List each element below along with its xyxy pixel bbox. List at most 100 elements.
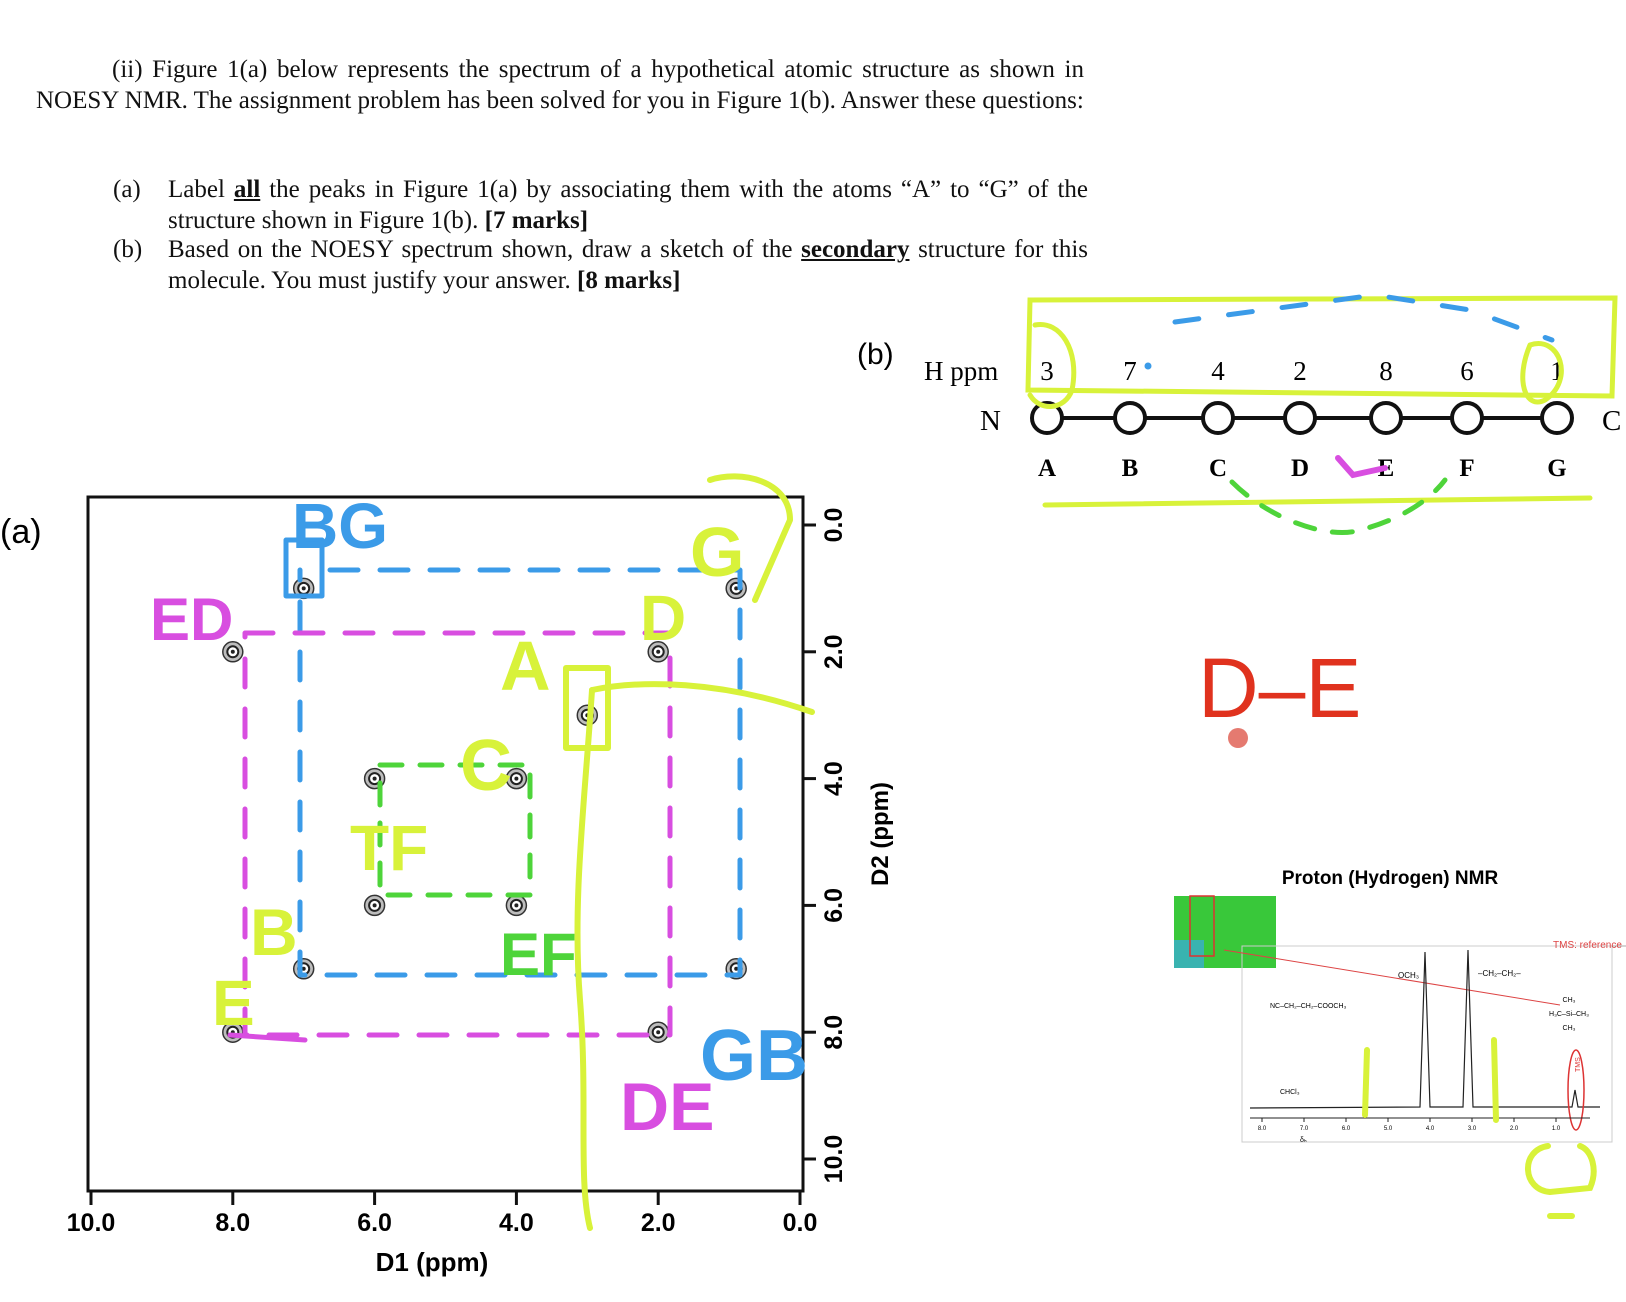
y-axis-label: D2 (ppm) (867, 782, 894, 886)
y-tick-label: 0.0 (820, 508, 848, 543)
yellow-curve-g (707, 473, 793, 603)
annot-ed: ED (150, 586, 233, 653)
h-ppm-label: H ppm (924, 356, 998, 386)
residue-label-d: D (1291, 455, 1309, 482)
handwritten-annotations (227, 473, 815, 1231)
yellow-loop-1 (1520, 341, 1564, 405)
annot-e: E (212, 967, 255, 1039)
x-tick-label: 10.0 (67, 1209, 116, 1237)
peak-center (301, 966, 306, 971)
residue-label-b: B (1122, 455, 1139, 482)
n-terminus: N (980, 405, 1001, 437)
x-tick-label: 2.0 (641, 1209, 676, 1237)
tms-highlight (1567, 1049, 1585, 1131)
residue-node-d (1283, 401, 1317, 435)
peak-center (656, 649, 661, 654)
inset-tick-label: 8.0 (1258, 1126, 1267, 1132)
annot-ef: EF (500, 921, 577, 988)
x-tick-label: 8.0 (215, 1209, 250, 1237)
x-tick-label: 0.0 (783, 1209, 818, 1237)
inset-tick-label: 5.0 (1384, 1126, 1393, 1132)
ppm-value-d: 2 (1293, 356, 1307, 386)
c-terminus: C (1602, 405, 1621, 437)
magenta-short (227, 1032, 308, 1043)
part-a-marks: [7 marks] (484, 207, 589, 234)
inset-tick-label: 4.0 (1426, 1126, 1435, 1132)
annot-bg: BG (292, 490, 388, 562)
yellow-underline (1042, 495, 1593, 508)
yellow-squiggle (574, 687, 595, 1231)
peak-center (514, 776, 519, 781)
annot-d: D (640, 582, 686, 654)
question-intro: (ii) Figure 1(a) below represents the sp… (36, 54, 1084, 116)
inset-arrow (1223, 949, 1561, 1006)
y-tick-label: 4.0 (820, 761, 848, 796)
peak-center (301, 586, 306, 591)
residue-node-f (1450, 401, 1484, 435)
inset-yellow-1 (1362, 1047, 1370, 1118)
blue-dash-arc (1172, 292, 1555, 343)
blue-dashed-box (297, 567, 743, 978)
periodic-table-cell (1174, 940, 1204, 968)
inset-axis-label: δₕ (1300, 1137, 1307, 1144)
ppm-value-f: 6 (1460, 356, 1474, 386)
y-tick-label: 2.0 (820, 634, 848, 669)
question-part-b: (b) Based on the NOESY spectrum shown, d… (113, 234, 1088, 296)
residue-label-g: G (1547, 455, 1566, 482)
inset-tick-label: 2.0 (1510, 1126, 1519, 1132)
question-intro-text: (ii) Figure 1(a) below represents the sp… (36, 56, 1084, 114)
tms-box-label: TMS (1575, 1057, 1582, 1072)
annot-c: C (460, 726, 512, 806)
proton-nmr-inset: Proton (Hydrogen) NMR TMS: reference OCH… (1174, 868, 1626, 1219)
annot-tf: TF (350, 812, 428, 884)
residue-label-a: A (1038, 455, 1056, 482)
x-tick-label: 4.0 (499, 1209, 534, 1237)
yellow-stroke-right (589, 681, 815, 715)
tms-reference: TMS: reference (1553, 940, 1622, 951)
inset-tick-label: 6.0 (1342, 1126, 1351, 1132)
tms-struct-mid: H₃C–Si–CH₃ (1549, 1011, 1589, 1018)
residue-node-c (1201, 401, 1235, 435)
blue-box-bg (283, 537, 325, 599)
yellow-outline-top (1025, 295, 1618, 399)
inset-yellow-2 (1491, 1037, 1499, 1123)
label-formula: NC–CH₂–CH₂–COOCH₃ (1270, 1003, 1347, 1010)
de-note: D–E (1198, 641, 1361, 735)
annot-gb: GB (700, 1016, 808, 1096)
inset-title: Proton (Hydrogen) NMR (1282, 868, 1499, 889)
green-dashed-box (377, 762, 533, 898)
inset-tick-label: 7.0 (1300, 1126, 1309, 1132)
residue-node-a (1030, 401, 1064, 435)
x-tick-label: 6.0 (357, 1209, 392, 1237)
peak-center (514, 903, 519, 908)
peak-center (372, 903, 377, 908)
periodic-table-highlight (1189, 895, 1215, 957)
inset-frame (1241, 945, 1613, 1143)
part-a-label: (a) (113, 176, 141, 203)
peak-center (734, 586, 739, 591)
figure-a-label: (a) (0, 513, 42, 551)
question-part-a: (a) Label all the peaks in Figure 1(a) b… (113, 174, 1088, 236)
peak-center (734, 966, 739, 971)
residue-label-c: C (1209, 455, 1227, 482)
label-och3: OCH₃ (1398, 971, 1419, 980)
residue-node-b (1113, 401, 1147, 435)
annot-g: G (690, 513, 744, 591)
x-axis-ticks: 10.0 8.0 6.0 4.0 2.0 0.0 (67, 1191, 818, 1237)
peak-center (372, 776, 377, 781)
peak-center (656, 1030, 661, 1035)
figure-b-label: (b) (857, 338, 894, 371)
magenta-dashed-box (242, 630, 673, 1038)
ppm-value-c: 4 (1211, 356, 1225, 386)
ppm-value-e: 8 (1379, 356, 1393, 386)
peak-center (230, 649, 235, 654)
red-dot (1228, 728, 1248, 748)
figure-b-annotations (1025, 292, 1618, 536)
inset-axis-ticks: 8.0 7.0 6.0 5.0 4.0 3.0 2.0 1.0 (1258, 1118, 1561, 1132)
part-b-label: (b) (113, 236, 143, 263)
part-b-marks: [8 marks] (577, 267, 681, 294)
inset-yellow-loop (1525, 1143, 1597, 1196)
y-tick-label: 6.0 (820, 888, 848, 923)
ppm-value-b: 7 (1123, 356, 1137, 386)
